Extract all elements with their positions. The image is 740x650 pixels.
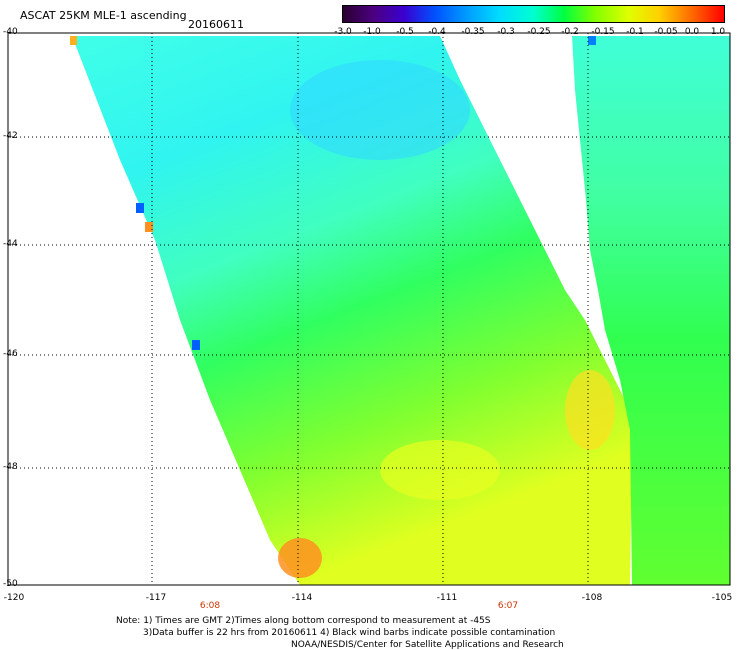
yellow-patch [565, 370, 615, 450]
colorbar-label: 1.0 [710, 27, 726, 37]
swath-east [572, 36, 730, 585]
note-line: 3)Data buffer is 22 hrs from 20160611 4)… [143, 628, 556, 638]
swath-west [72, 36, 632, 585]
orange-cell [70, 36, 77, 45]
orange-cell [145, 222, 153, 232]
lat-tick: -44 [3, 239, 18, 249]
colorbar [342, 5, 725, 23]
note-line: NOAA/NESDIS/Center for Satellite Applica… [291, 640, 564, 650]
colorbar-label: -0.5 [396, 27, 414, 37]
yellow-patch [380, 440, 500, 500]
lat-tick: -40 [3, 27, 18, 37]
lon-tick: -108 [581, 593, 603, 603]
note-line: Note: 1) Times are GMT 2)Times along bot… [116, 616, 491, 626]
pass-time: 6:07 [497, 601, 519, 611]
colorbar-label: -0.35 [461, 27, 485, 37]
colorbar-label: -0.15 [591, 27, 615, 37]
colorbar-label: -0.05 [654, 27, 678, 37]
lon-tick: -120 [3, 593, 25, 603]
map-date: 20160611 [188, 18, 244, 31]
map-frame [7, 32, 731, 586]
blue-cell [588, 36, 596, 45]
lat-tick: -42 [3, 131, 18, 141]
lon-tick: -105 [711, 593, 733, 603]
colorbar-label: -1.0 [363, 27, 381, 37]
blue-cell [192, 340, 200, 350]
orange-patch [278, 538, 322, 578]
cyan-patch [290, 60, 470, 160]
colorbar-label: 0.0 [684, 27, 700, 37]
lat-tick: -50 [3, 579, 18, 589]
graticule [8, 33, 730, 585]
colorbar-label: -0.4 [428, 27, 446, 37]
colorbar-label: -3.0 [334, 27, 352, 37]
colorbar-label: -0.25 [527, 27, 551, 37]
map-title: ASCAT 25KM MLE-1 ascending [20, 9, 187, 22]
lat-tick: -48 [3, 462, 18, 472]
colorbar-label: -0.2 [561, 27, 579, 37]
lon-tick: -114 [291, 593, 313, 603]
blue-cell [136, 203, 144, 213]
lon-tick: -117 [145, 593, 167, 603]
lon-tick: -111 [436, 593, 458, 603]
colorbar-label: -0.1 [626, 27, 644, 37]
pass-time: 6:08 [199, 601, 221, 611]
wind-map [7, 32, 731, 586]
lat-tick: -46 [3, 349, 18, 359]
colorbar-label: -0.3 [497, 27, 515, 37]
